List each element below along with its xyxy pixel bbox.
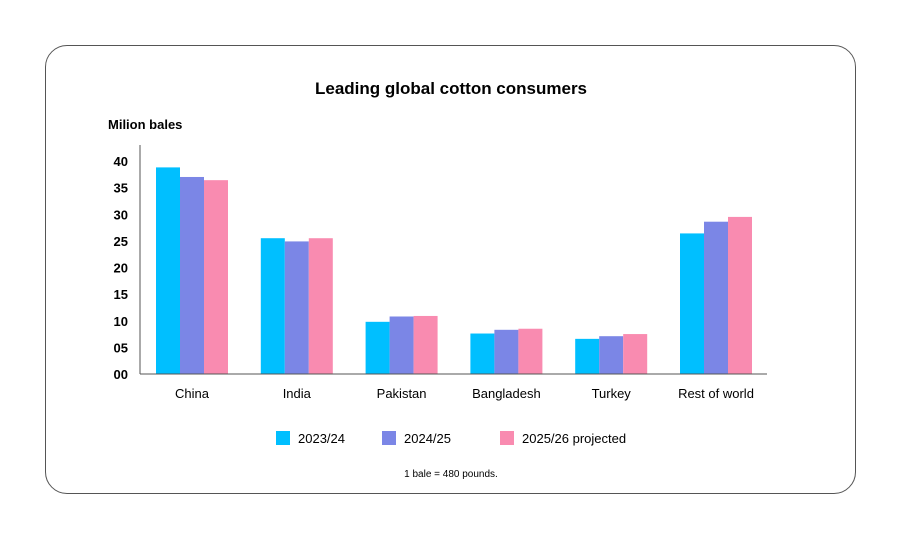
bar-india-2023-24 [260,238,285,374]
y-tick-label: 00 [114,367,128,382]
y-axis-label: Milion bales [108,117,182,132]
y-tick-label: 15 [114,287,128,302]
x-tick-label: Turkey [592,386,632,401]
bar-rest-of-world-2023-24 [680,233,704,374]
bar-turkey-2025-26 [623,334,648,374]
bar-china-2023-24 [156,167,180,374]
legend-label: 2023/24 [298,431,345,446]
chart-card [45,45,856,494]
bar-turkey-2024-25 [599,336,624,374]
bar-bangladesh-2025-26 [518,328,543,374]
y-tick-label: 35 [114,181,128,196]
y-tick-label: 10 [114,314,128,329]
footnote: 1 bale = 480 pounds. [404,469,498,480]
legend-swatch [382,431,396,445]
chart-title: Leading global cotton consumers [315,79,587,98]
legend-swatch [276,431,290,445]
x-tick-label: India [283,386,312,401]
bar-bangladesh-2024-25 [494,329,519,374]
y-tick-label: 40 [114,154,128,169]
legend-label: 2024/25 [404,431,451,446]
bar-india-2024-25 [284,241,309,374]
legend-label: 2025/26 projected [522,431,626,446]
y-tick-label: 20 [114,261,128,276]
bar-china-2025-26 [204,180,228,374]
x-tick-label: Bangladesh [472,386,541,401]
bar-bangladesh-2023-24 [470,333,495,374]
x-tick-label: Pakistan [377,386,427,401]
y-tick-label: 25 [114,234,128,249]
y-tick-label: 05 [114,340,128,355]
bar-rest-of-world-2025-26 [728,216,752,374]
bar-china-2024-25 [180,176,204,374]
bar-rest-of-world-2024-25 [704,221,728,374]
x-tick-label: China [175,386,210,401]
x-tick-label: Rest of world [678,386,754,401]
legend-swatch [500,431,514,445]
bar-turkey-2023-24 [575,338,600,374]
bar-india-2025-26 [308,238,333,374]
bar-pakistan-2023-24 [365,321,390,374]
bar-pakistan-2025-26 [413,315,438,374]
y-tick-label: 30 [114,207,128,222]
bar-pakistan-2024-25 [389,316,414,374]
